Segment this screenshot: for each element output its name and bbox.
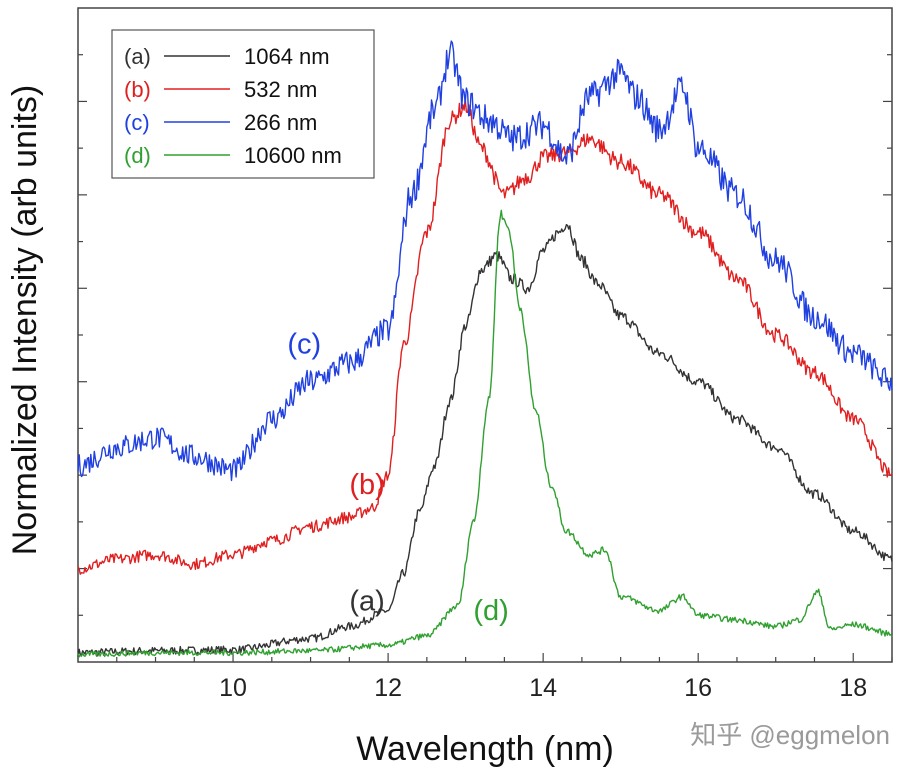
legend-tag-b: (b) xyxy=(124,77,151,102)
legend-label-a: 1064 nm xyxy=(244,44,330,69)
legend-label-b: 532 nm xyxy=(244,77,317,102)
x-tick-label: 18 xyxy=(839,674,867,702)
legend-tag-a: (a) xyxy=(124,44,151,69)
watermark-text: 知乎 @eggmelon xyxy=(690,720,890,750)
x-tick-label: 14 xyxy=(529,674,557,702)
plot-area: 10 12 14 16 18 (a) (b) (c) (d) (a) 1064 nm (b) 532 n… xyxy=(77,7,893,702)
series-line-b xyxy=(77,97,893,575)
legend-label-d: 10600 nm xyxy=(244,143,342,168)
legend-tag-c: (c) xyxy=(124,110,150,135)
x-tick-label: 10 xyxy=(219,674,247,702)
y-axis-title: Normalized Intensity (arb units) xyxy=(6,85,44,556)
x-tick-label: 16 xyxy=(684,674,712,702)
legend-tag-d: (d) xyxy=(124,143,151,168)
curve-label-d: (d) xyxy=(473,595,508,627)
curve-label-c: (c) xyxy=(287,329,321,361)
legend-label-c: 266 nm xyxy=(244,110,317,135)
legend-box xyxy=(111,29,375,179)
curve-label-b: (b) xyxy=(349,469,384,501)
x-axis-title: Wavelength (nm) xyxy=(356,730,614,768)
series-line-c xyxy=(77,40,893,482)
curve-label-a: (a) xyxy=(349,586,384,618)
series-line-d xyxy=(77,209,893,658)
series-line-a xyxy=(77,224,893,657)
x-tick-label: 12 xyxy=(374,674,402,702)
